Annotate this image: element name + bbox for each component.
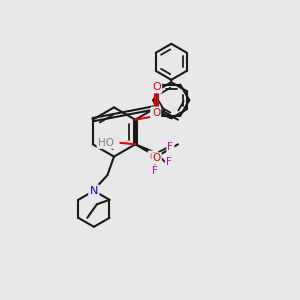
Text: F: F [152, 166, 158, 176]
Text: HO: HO [98, 138, 114, 148]
Text: N: N [90, 186, 98, 196]
Text: O: O [152, 153, 161, 164]
Text: O: O [152, 82, 161, 92]
Text: O: O [149, 152, 157, 162]
Text: O: O [151, 109, 160, 119]
Text: O: O [152, 107, 160, 118]
Text: N: N [90, 186, 98, 196]
Text: O: O [152, 82, 161, 92]
Text: N: N [90, 186, 98, 196]
Text: F: F [166, 157, 172, 167]
Text: F: F [167, 142, 173, 152]
